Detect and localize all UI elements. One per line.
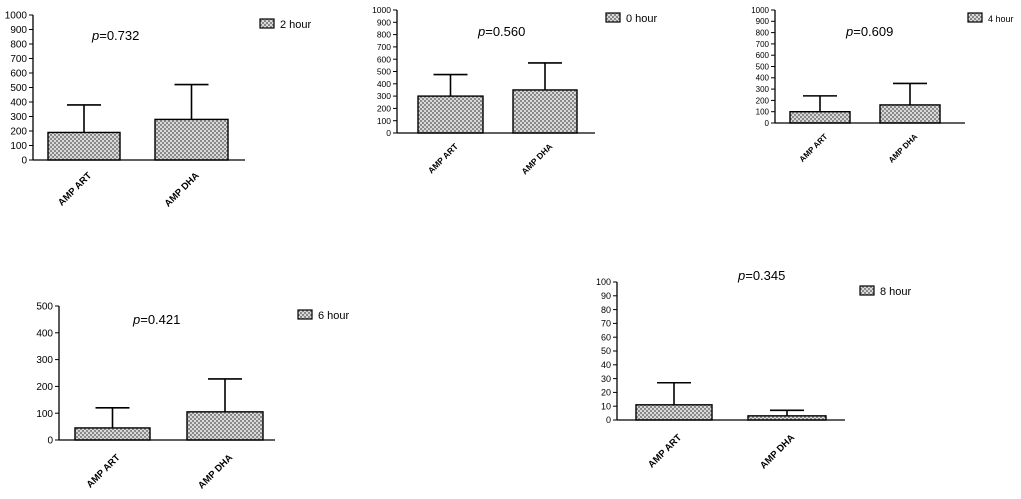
category-label: AMP DHA <box>887 132 920 165</box>
y-tick-label: 200 <box>10 127 27 138</box>
p-value-annotation: p=0.732 <box>91 28 139 43</box>
y-tick-label: 500 <box>377 67 391 77</box>
y-tick-label: 0 <box>386 128 391 138</box>
y-tick-label: 1000 <box>5 11 28 22</box>
bar <box>154 118 229 161</box>
category-label: AMP DHA <box>758 432 797 471</box>
y-tick-label: 800 <box>377 30 391 40</box>
legend-swatch <box>297 309 313 320</box>
y-tick-label: 30 <box>601 374 611 384</box>
y-tick-label: 400 <box>36 328 53 339</box>
legend-swatch <box>859 285 875 296</box>
p-value-annotation: p=0.345 <box>737 268 785 283</box>
y-tick-label: 900 <box>10 25 27 36</box>
y-tick-label: 100 <box>596 277 611 287</box>
bar <box>417 95 484 134</box>
chart-panel: 0 100 200 300 400 500 600 700 800 900 1000 AMP ART A… <box>5 11 312 210</box>
y-tick-label: 900 <box>756 17 770 26</box>
legend-swatch <box>259 18 275 29</box>
y-tick-label: 100 <box>10 141 27 152</box>
y-tick-label: 100 <box>756 108 770 117</box>
y-tick-label: 800 <box>10 40 27 51</box>
p-value-annotation: p=0.421 <box>132 312 180 327</box>
y-tick-label: 100 <box>36 409 53 420</box>
y-tick-label: 300 <box>756 85 770 94</box>
y-tick-label: 400 <box>756 74 770 83</box>
bar <box>879 104 941 124</box>
y-tick-label: 20 <box>601 388 611 398</box>
y-tick-label: 400 <box>10 98 27 109</box>
y-tick-label: 500 <box>36 302 53 313</box>
bar <box>47 131 121 161</box>
legend-label: 6 hour <box>318 310 350 322</box>
category-label: AMP ART <box>798 132 830 164</box>
y-tick-label: 200 <box>36 382 53 393</box>
p-value-annotation: p=0.560 <box>477 24 525 39</box>
y-tick-label: 80 <box>601 305 611 315</box>
legend-swatch <box>605 12 621 23</box>
category-label: AMP DHA <box>163 170 202 209</box>
bar <box>74 427 151 441</box>
y-tick-label: 500 <box>756 62 770 71</box>
y-tick-label: 300 <box>377 91 391 101</box>
category-label: AMP ART <box>85 452 123 490</box>
y-tick-label: 600 <box>756 51 770 60</box>
y-tick-label: 900 <box>377 17 391 27</box>
chart-panel: 0 100 200 300 400 500 600 700 800 900 1000 AMP ART A… <box>372 5 657 176</box>
legend-swatch <box>967 12 983 23</box>
y-tick-label: 600 <box>10 69 27 80</box>
y-tick-label: 40 <box>601 360 611 370</box>
category-label: AMP DHA <box>519 141 554 176</box>
y-tick-label: 500 <box>10 83 27 94</box>
y-tick-label: 300 <box>36 355 53 366</box>
y-tick-label: 1000 <box>372 5 391 15</box>
category-label: AMP DHA <box>196 452 235 491</box>
y-tick-label: 700 <box>756 40 770 49</box>
chart-panel: 0 100 200 300 400 500 600 700 800 900 1000 AMP ART A… <box>751 6 1013 165</box>
y-tick-label: 200 <box>377 103 391 113</box>
legend-label: 4 hour <box>988 14 1014 24</box>
y-tick-label: 0 <box>606 415 611 425</box>
y-tick-label: 700 <box>377 42 391 52</box>
y-tick-label: 50 <box>601 346 611 356</box>
y-tick-label: 600 <box>377 54 391 64</box>
y-tick-label: 300 <box>10 112 27 123</box>
category-label: AMP ART <box>426 141 461 176</box>
bar <box>635 404 713 421</box>
y-tick-label: 400 <box>377 79 391 89</box>
y-tick-label: 200 <box>756 96 770 105</box>
y-tick-label: 10 <box>601 401 611 411</box>
bar <box>789 110 851 124</box>
y-tick-label: 60 <box>601 332 611 342</box>
y-tick-label: 100 <box>377 116 391 126</box>
y-tick-label: 0 <box>21 156 27 167</box>
y-tick-label: 800 <box>756 28 770 37</box>
p-value-annotation: p=0.609 <box>845 24 893 39</box>
y-tick-label: 90 <box>601 291 611 301</box>
bar <box>512 89 578 134</box>
category-label: AMP ART <box>56 170 94 208</box>
y-tick-label: 1000 <box>751 6 769 15</box>
chart-panel: 0 10 20 30 40 50 60 70 80 90 100 AMP ART AMP DHA p=0.… <box>596 268 912 471</box>
y-tick-label: 700 <box>10 54 27 65</box>
y-tick-label: 0 <box>765 119 770 128</box>
legend-label: 2 hour <box>280 19 312 31</box>
legend-label: 0 hour <box>626 13 658 25</box>
legend-label: 8 hour <box>880 286 912 298</box>
chart-panel: 0 100 200 300 400 500 AMP ART AMP DHA p=0.421 6 h… <box>36 302 349 492</box>
y-tick-label: 70 <box>601 319 611 329</box>
y-tick-label: 0 <box>47 436 53 447</box>
bar <box>186 411 264 441</box>
category-label: AMP ART <box>646 432 684 470</box>
